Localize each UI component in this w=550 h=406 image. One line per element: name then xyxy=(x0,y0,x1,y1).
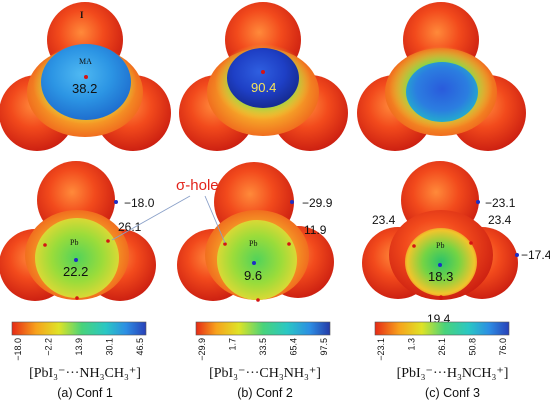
potential-center: 18.3 xyxy=(428,269,453,284)
marker-sigma-right xyxy=(287,242,291,246)
colorbar-tick-label: −23.1 xyxy=(376,338,386,361)
green-center xyxy=(405,228,477,296)
marker-top-right xyxy=(114,200,118,204)
caption-formula-a: [PbI₃⁻···NH₃CH₃⁺] xyxy=(29,366,141,381)
marker-bottom xyxy=(439,295,443,299)
colorbar-tick-label: 97.5 xyxy=(319,338,329,356)
potential-center: 9.6 xyxy=(244,268,262,283)
ma-cation-cap xyxy=(41,44,131,120)
caption-label-a: (a) Conf 1 xyxy=(57,386,113,400)
atom-label-i: I xyxy=(80,10,84,20)
colorbar-tick-label: 76.0 xyxy=(498,338,508,356)
potential-value: 90.4 xyxy=(251,80,276,95)
bottom-surface-b: Pb 9.6 −29.9 11.9 xyxy=(177,162,334,302)
atom-label-pb: Pb xyxy=(249,239,257,248)
colorbar-tick-label: 46.5 xyxy=(135,338,145,356)
caption-label-c: (c) Conf 3 xyxy=(425,386,480,400)
colorbar-gradient xyxy=(11,321,147,336)
colorbar-c xyxy=(374,321,510,336)
potential-marker xyxy=(84,75,88,79)
top-surface-c xyxy=(357,2,526,151)
potential-value: 38.2 xyxy=(72,81,97,96)
marker-far-right xyxy=(515,253,519,257)
potential-marker xyxy=(261,70,265,74)
atom-label-pb: Pb xyxy=(436,241,444,250)
marker-top-right xyxy=(290,200,294,204)
potential-side: 26.1 xyxy=(118,220,142,234)
caption-label-b: (b) Conf 2 xyxy=(237,386,293,400)
top-surface-a: I MA 38.2 xyxy=(0,2,171,151)
potential-center: 22.2 xyxy=(63,264,88,279)
caption-formula-c: [PbI₃⁻···H₃NCH₃⁺] xyxy=(396,366,509,381)
potential-far-right: −17.4 xyxy=(521,248,550,262)
colorbar-b xyxy=(195,321,331,336)
colorbar-tick-label: −2.2 xyxy=(44,338,54,356)
atom-label-ma: MA xyxy=(79,57,92,66)
marker-center xyxy=(252,261,256,265)
marker-sigma-right xyxy=(469,241,473,245)
marker-sigma-left xyxy=(223,242,227,246)
potential-side: 11.9 xyxy=(304,223,327,237)
colorbar-tick-label: 65.4 xyxy=(289,338,299,356)
ma-cation-cap xyxy=(227,48,299,108)
pointer-line-b xyxy=(204,195,226,244)
marker-bottom xyxy=(256,298,260,302)
marker-bottom xyxy=(75,296,79,300)
potential-top-right: −23.1 xyxy=(485,196,516,210)
bottom-surface-c: Pb 18.3 −23.1 23.4 23.4 −17.4 19.4 xyxy=(362,161,550,326)
marker-sigma-left xyxy=(412,244,416,248)
colorbar-tick-label: −29.9 xyxy=(197,338,207,361)
sigma-hole-label: σ-hole xyxy=(176,177,219,194)
sigma-hole-annotation: σ-hole xyxy=(111,177,226,244)
colorbar-gradient xyxy=(195,321,331,336)
colorbar-tick-label: 13.9 xyxy=(74,338,84,356)
colorbar-gradient xyxy=(374,321,510,336)
potential-top-right: −18.0 xyxy=(124,196,155,210)
bottom-surface-a: Pb 22.2 −18.0 26.1 xyxy=(0,161,156,301)
colorbar-a xyxy=(11,321,147,336)
marker-top-right xyxy=(476,200,480,204)
colorbar-tick-label: 1.3 xyxy=(407,338,417,351)
colorbar-ticks: −18.0 −2.2 13.9 30.1 46.5 −29.9 1.7 33.5 65.4 97.… xyxy=(13,338,508,361)
potential-side-left: 23.4 xyxy=(372,213,396,227)
caption-formula-b: [PbI₃⁻···CH₃NH₃⁺] xyxy=(209,366,321,381)
green-center xyxy=(217,220,297,300)
marker-sigma-right xyxy=(106,239,110,243)
marker-sigma-left xyxy=(43,243,47,247)
green-center xyxy=(35,218,119,298)
colorbar-tick-label: −18.0 xyxy=(13,338,23,361)
marker-center xyxy=(438,263,442,267)
pointer-line-a xyxy=(111,195,191,241)
colorbar-tick-label: 26.1 xyxy=(437,338,447,356)
potential-side-right: 23.4 xyxy=(488,213,512,227)
atom-label-pb: Pb xyxy=(70,238,78,247)
potential-top-right: −29.9 xyxy=(302,196,333,210)
ma-cation-cap xyxy=(406,62,478,122)
top-surface-b: 90.4 xyxy=(179,2,348,151)
colorbar-tick-label: 50.8 xyxy=(468,338,478,356)
colorbar-tick-label: 30.1 xyxy=(105,338,115,356)
colorbar-tick-label: 33.5 xyxy=(258,338,268,356)
marker-center xyxy=(74,258,78,262)
colorbar-tick-label: 1.7 xyxy=(228,338,238,351)
